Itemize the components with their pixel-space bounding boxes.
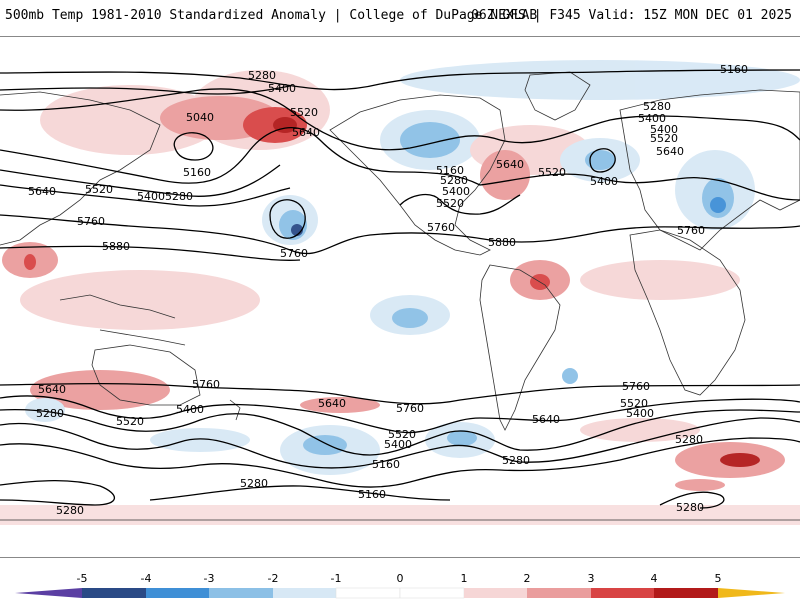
colorbar-label: 3 [587,572,595,585]
contour-label: 5400 [137,190,165,203]
contour-label: 5760 [677,224,705,237]
contour-label: 5160 [372,458,400,471]
colorbar: -5 -4 -3 -2 -1 0 1 2 3 4 5 [0,572,800,600]
contour-label: 5400 [638,112,666,125]
colorbar-segment [15,588,82,598]
colorbar-segment [82,588,146,598]
anomaly-map: 5280 5400 5520 5040 5640 5160 5280 5400 … [0,37,800,557]
contour-label: 5280 [643,100,671,113]
contour-label: 5880 [488,236,516,249]
contour-label: 5280 [240,477,268,490]
coastlines [0,71,800,521]
contour-label: 5160 [358,488,386,501]
map-title: 500mb Temp 1981-2010 Standardized Anomal… [5,8,538,23]
contour-label: 5280 [56,504,84,517]
map-frame [0,36,800,558]
contour-label: 5400 [384,438,412,451]
contour-label: 5640 [318,397,346,410]
contour-label: 5280 [440,174,468,187]
contour-label: 5280 [502,454,530,467]
contour-labels: 5280 5400 5520 5040 5640 5160 5280 5400 … [28,63,748,517]
colorbar-labels: -5 -4 -3 -2 -1 0 1 2 3 4 5 [0,572,800,586]
contour-label: 5760 [622,380,650,393]
contour-label: 5520 [388,428,416,441]
colorbar-segment [527,588,591,598]
colorbar-segment [591,588,654,598]
contour-label: 5760 [396,402,424,415]
contour-label: 5400 [626,407,654,420]
contour-label: 5760 [77,215,105,228]
colorbar-label: 1 [460,572,468,585]
contour-label: 5400 [590,175,618,188]
colorbar-segment [464,588,527,598]
colorbar-segment [654,588,718,598]
contour-label: 5640 [28,185,56,198]
contour-label: 5520 [116,415,144,428]
contour-label: 5280 [676,501,704,514]
colorbar-segment [718,588,785,598]
contour-label: 5400 [176,403,204,416]
contour-label: 5520 [85,183,113,196]
contour-label: 5280 [36,407,64,420]
contour-label: 5280 [165,190,193,203]
contour-label: 5520 [620,397,648,410]
contour-label: 5040 [186,111,214,124]
colorbar-label: -4 [140,572,152,585]
contour-label: 5520 [650,132,678,145]
contour-label: 5400 [650,123,678,136]
contour-label: 5880 [102,240,130,253]
colorbar-segment [399,587,465,599]
contour-label: 5160 [720,63,748,76]
contour-label: 5760 [192,378,220,391]
colorbar-segment [273,588,336,598]
contour-label: 5520 [290,106,318,119]
model-run-info: 06Z GFS | F345 Valid: 15Z MON DEC 01 202… [471,8,792,23]
contour-label: 5760 [280,247,308,260]
contour-label: 5640 [38,383,66,396]
contour-label: 5280 [675,433,703,446]
contour-label: 5160 [436,164,464,177]
colorbar-label: 4 [650,572,658,585]
colorbar-label: -1 [330,572,342,585]
colorbar-segment [146,588,209,598]
colorbar-label: -2 [267,572,279,585]
contour-label: 5520 [538,166,566,179]
colorbar-label: -5 [76,572,88,585]
contour-label: 5280 [248,69,276,82]
colorbar-segment [209,588,273,598]
contour-label: 5160 [183,166,211,179]
contour-label: 5520 [436,197,464,210]
height-contours [0,69,800,509]
colorbar-strip [15,587,785,599]
contour-label: 5400 [268,82,296,95]
contour-label: 5640 [496,158,524,171]
contour-label: 5640 [532,413,560,426]
contour-label: 5640 [292,126,320,139]
colorbar-segment [335,587,401,599]
colorbar-label: 0 [396,572,404,585]
contour-label: 5400 [442,185,470,198]
contour-label: 5640 [656,145,684,158]
title-bar: 500mb Temp 1981-2010 Standardized Anomal… [0,0,800,36]
anomaly-shading [0,60,800,525]
colorbar-label: 2 [523,572,531,585]
colorbar-label: -3 [203,572,215,585]
contour-label: 5760 [427,221,455,234]
colorbar-label: 5 [714,572,722,585]
